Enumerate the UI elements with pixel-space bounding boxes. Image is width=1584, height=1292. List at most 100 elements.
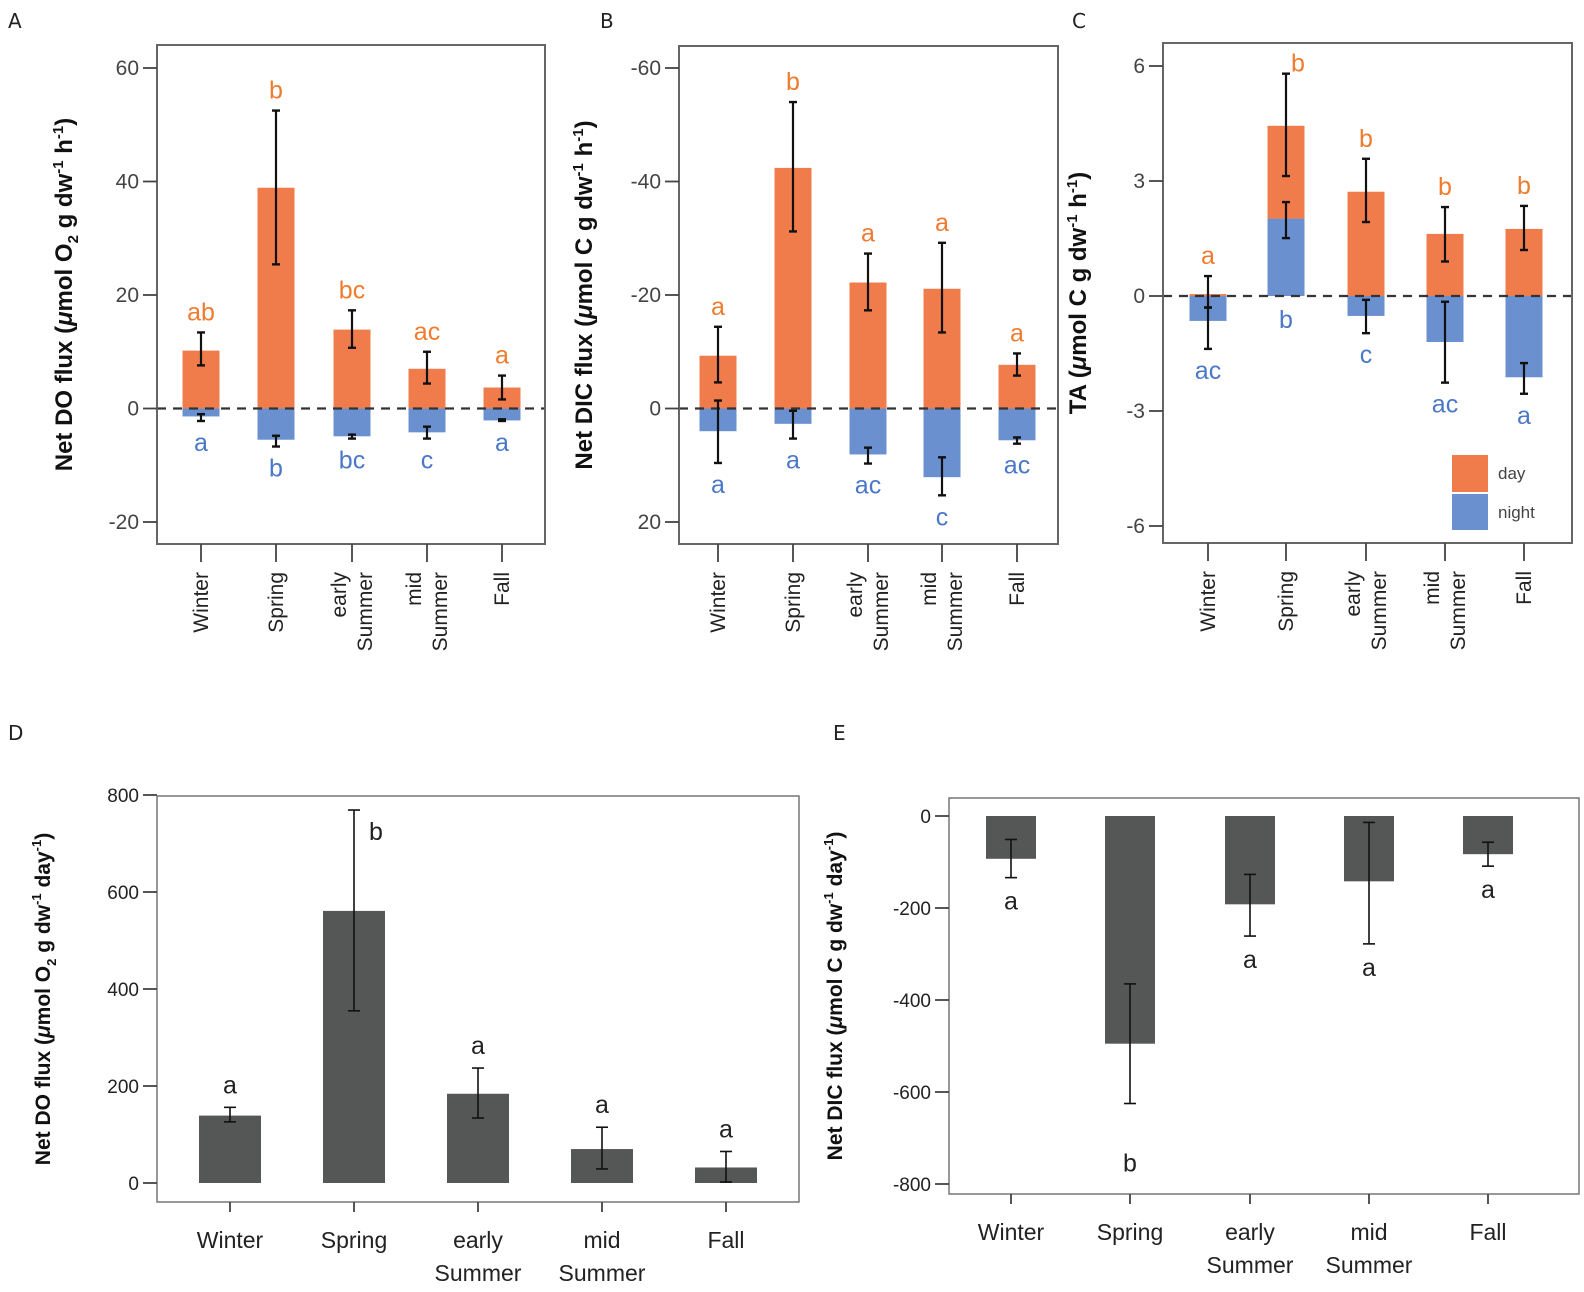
x-tick-label: Fall — [1469, 1219, 1506, 1245]
significance-letter-day: a — [861, 220, 875, 248]
y-axis-label-part: Net DIC flux ( — [571, 319, 598, 470]
y-axis-label-part: ) — [51, 118, 78, 126]
y-tick-label: -60 — [631, 57, 661, 80]
x-tick-label: Summer — [429, 572, 452, 651]
significance-letter: a — [471, 1032, 485, 1060]
y-tick-label: 800 — [107, 786, 139, 807]
y-tick-label: 0 — [649, 398, 661, 421]
y-axis-label-part: mol C g dw — [1065, 227, 1092, 355]
significance-letter-night: c — [1360, 341, 1373, 369]
x-tick-label: Winter — [197, 1227, 264, 1253]
y-axis-label-part: TA ( — [1065, 370, 1092, 414]
plot-frame — [1162, 42, 1573, 544]
x-tick-label: Fall — [1006, 572, 1029, 606]
panel-label: E — [833, 721, 846, 745]
y-axis-label-part: h — [1065, 193, 1092, 214]
x-tick-label: early — [328, 572, 351, 618]
significance-letter-day: b — [1517, 172, 1531, 200]
y-tick-label: 200 — [107, 1077, 139, 1098]
y-axis-label: Net DIC flux (μmol C g dw-1 h-1) — [570, 120, 598, 469]
bar-night — [408, 408, 446, 433]
x-tick-label: mid — [1350, 1219, 1387, 1245]
significance-letter: a — [595, 1091, 609, 1119]
x-tick-label: Summer — [1326, 1252, 1413, 1278]
y-tick-label: 20 — [638, 511, 661, 534]
y-axis-label-part: -1 — [821, 892, 836, 904]
x-tick-label: Summer — [1368, 571, 1391, 650]
significance-letter: a — [223, 1071, 237, 1099]
y-axis-label-part: g dw — [32, 904, 55, 958]
x-tick-label: mid — [1421, 571, 1444, 605]
y-tick-label: 20 — [116, 284, 139, 307]
bar-night — [998, 408, 1036, 441]
y-axis-label: Net DO flux (μmol O2 g dw-1 day-1) — [29, 833, 59, 1165]
x-tick-label: Fall — [707, 1227, 744, 1253]
bar-night — [257, 408, 295, 440]
y-axis-label-part: -1 — [29, 840, 44, 852]
bar-night — [182, 408, 220, 417]
y-tick-label: -200 — [893, 899, 931, 920]
x-tick-label: Spring — [1275, 571, 1298, 632]
x-tick-label: Winter — [707, 572, 730, 633]
panel-label: A — [8, 9, 22, 33]
significance-letter: b — [1123, 1150, 1137, 1178]
plot-frame — [948, 797, 1580, 1195]
x-tick-label: Winter — [978, 1219, 1045, 1245]
y-tick-label: 600 — [107, 883, 139, 904]
y-axis-label-part: h — [571, 142, 598, 163]
x-tick-label: early — [844, 572, 867, 618]
y-axis-label-part: μ — [824, 1015, 847, 1029]
y-axis-label: Net DIC flux (μmol C g dw-1 day-1) — [821, 832, 847, 1161]
y-axis-label-part: mol C g dw — [571, 176, 598, 304]
y-axis-label-part: -1 — [50, 126, 67, 139]
significance-letter-day: ac — [414, 318, 440, 346]
y-tick-label: -40 — [631, 171, 661, 194]
x-tick-label: Spring — [265, 572, 288, 633]
significance-letter-day: a — [495, 342, 509, 370]
significance-letter-day: b — [1438, 173, 1452, 201]
y-axis-label-part: ) — [1065, 172, 1092, 180]
x-tick-label: Spring — [782, 572, 805, 633]
significance-letter-night: b — [1279, 306, 1293, 334]
y-tick-label: -3 — [1126, 400, 1145, 423]
x-tick-label: mid — [583, 1227, 620, 1253]
x-tick-label: Summer — [354, 572, 377, 651]
y-tick-label: -400 — [893, 991, 931, 1012]
x-tick-label: Summer — [559, 1260, 646, 1286]
bar-night — [483, 408, 521, 421]
significance-letter: a — [719, 1115, 733, 1143]
y-axis-label-part: ) — [571, 120, 598, 128]
x-tick-label: Summer — [1207, 1252, 1294, 1278]
legend-swatch-day — [1452, 455, 1488, 492]
significance-letter: b — [369, 818, 383, 846]
y-axis-label-part: μ — [51, 311, 78, 327]
significance-letter-night: c — [421, 447, 434, 475]
y-tick-label: 400 — [107, 980, 139, 1001]
bar-night — [333, 408, 371, 437]
x-tick-label: Winter — [1197, 571, 1220, 632]
significance-letter: a — [1243, 946, 1257, 974]
significance-letter-day: b — [1291, 50, 1305, 78]
x-tick-label: Winter — [190, 572, 213, 633]
y-axis-label-part: -1 — [570, 128, 587, 141]
significance-letter: a — [1481, 876, 1495, 904]
legend-swatch-night — [1452, 494, 1488, 530]
x-tick-label: early — [1342, 571, 1365, 617]
y-tick-label: -600 — [893, 1083, 931, 1104]
significance-letter-day: a — [935, 209, 949, 237]
x-tick-label: Fall — [491, 572, 514, 606]
x-tick-label: Fall — [1513, 571, 1536, 605]
significance-letter-night: ac — [1195, 357, 1221, 385]
y-axis-label-part: ) — [824, 832, 847, 839]
y-axis-label-part: mol O — [32, 966, 55, 1026]
y-axis-label-part: day — [824, 850, 847, 892]
y-axis-label-part: -1 — [1064, 214, 1081, 227]
y-axis-label: Net DO flux (μmol O2 g dw-1 h-1) — [50, 118, 82, 472]
legend: day night — [1452, 455, 1535, 530]
significance-letter: a — [1004, 888, 1018, 916]
panel-label: C — [1072, 9, 1086, 33]
significance-letter-day: a — [1201, 242, 1215, 270]
panel-label: B — [600, 9, 614, 33]
y-tick-label: -6 — [1126, 515, 1145, 538]
